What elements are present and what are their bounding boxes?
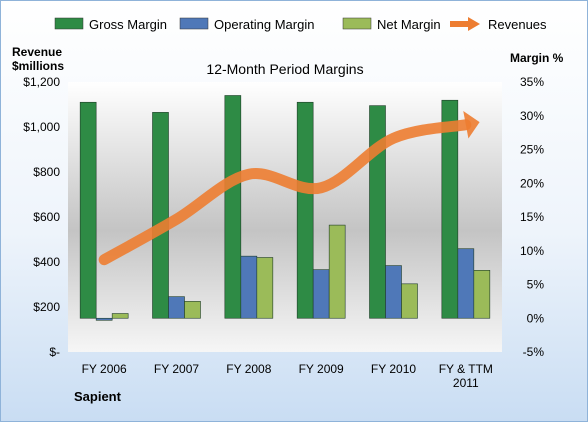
legend-label: Revenues [488, 17, 547, 32]
y-right-tick-label: 5% [527, 278, 545, 292]
legend-label: Gross Margin [89, 17, 167, 32]
y-left-tick-label: $200 [33, 300, 60, 314]
legend-swatch [342, 17, 372, 30]
bar [184, 301, 201, 319]
bar [369, 105, 386, 319]
x-tick-label: FY 2008 [226, 362, 271, 376]
bar [95, 317, 113, 321]
legend-swatch [179, 17, 209, 30]
y-left-tick-label: $400 [33, 255, 60, 269]
revenue-line [98, 119, 472, 266]
revenue-arrowhead [463, 110, 480, 139]
company-label: Sapient [74, 389, 122, 404]
x-tick-label: FY 2006 [82, 362, 127, 376]
y-right-tick-label: 25% [520, 143, 544, 157]
bar [457, 248, 475, 319]
y-left-tick-label: $1,000 [23, 120, 60, 134]
legend-swatch-arrow [468, 17, 480, 31]
bar [401, 283, 418, 319]
bar [256, 257, 274, 319]
bar [328, 224, 346, 319]
x-tick-label: FY 2009 [299, 362, 344, 376]
bar [168, 296, 185, 319]
y-right-tick-label: 20% [520, 176, 544, 190]
x-tick-label: FY & TTM [439, 362, 493, 376]
bar [224, 95, 242, 319]
bar [385, 265, 402, 319]
y-right-tick-label: 10% [520, 244, 544, 258]
legend-label: Net Margin [377, 17, 441, 32]
bar [111, 313, 129, 319]
bar [79, 101, 97, 319]
y-left-tick-label: $- [49, 345, 60, 359]
legend-label: Operating Margin [214, 17, 314, 32]
bar [473, 270, 491, 319]
y-right-tick-label: 35% [520, 75, 544, 89]
y-right-tick-label: 30% [520, 109, 544, 123]
y-left-tick-label: $1,200 [23, 75, 60, 89]
y-right-tick-label: 15% [520, 210, 544, 224]
y-right-axis-title: Margin % [510, 51, 564, 65]
x-tick-label: FY 2010 [371, 362, 416, 376]
bar [296, 101, 314, 319]
x-tick-label: FY 2007 [154, 362, 199, 376]
bar [312, 269, 330, 319]
legend: Gross Margin Operating Margin Net Margin Re… [54, 17, 547, 32]
chart-title: 12-Month Period Margins [206, 61, 363, 77]
y-left-axis-title: $millions [12, 59, 64, 73]
plot-area [68, 82, 502, 352]
y-right-tick-label: 0% [527, 311, 545, 325]
y-left-tick-label: $800 [33, 165, 60, 179]
bar [152, 112, 169, 319]
legend-swatch [54, 17, 84, 30]
bar [441, 99, 459, 319]
bar [240, 255, 258, 319]
x-tick-label: 2011 [453, 376, 479, 390]
y-left-axis-title: Revenue [12, 45, 62, 59]
y-left-tick-label: $600 [33, 210, 60, 224]
y-right-tick-label: -5% [523, 345, 545, 359]
